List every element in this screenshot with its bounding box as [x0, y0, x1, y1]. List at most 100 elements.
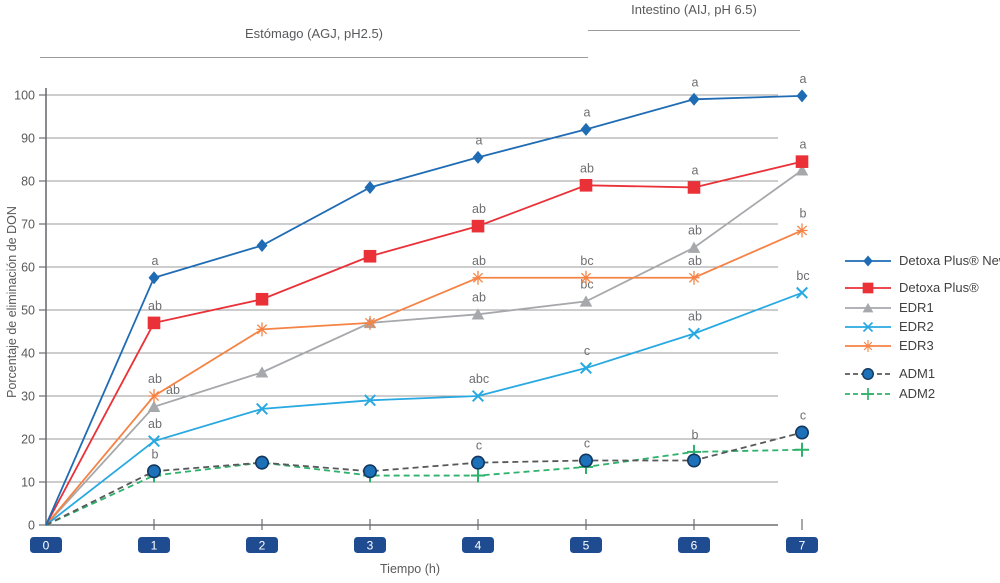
x-tick-label: 5: [583, 539, 590, 553]
significance-letter: b: [692, 428, 699, 442]
x-tick-label: 4: [475, 539, 482, 553]
x-tick-box: [354, 537, 386, 553]
series-edr3: ab ab bc ab b: [45, 206, 808, 526]
significance-letter: ab: [688, 254, 702, 268]
marker-triangle: [579, 295, 593, 307]
x-tick-box: [786, 537, 818, 553]
x-tick-label: 2: [259, 539, 266, 553]
y-tick-label: 70: [21, 218, 35, 232]
marker-triangle: [471, 308, 485, 320]
marker-circle: [471, 455, 485, 470]
legend-label: EDR1: [899, 300, 934, 315]
marker-square: [471, 219, 485, 233]
legend-swatch-detoxa-plus-new: [845, 254, 891, 267]
marker-circle: [687, 453, 701, 468]
significance-letter: bc: [796, 269, 809, 283]
y-tick-label: 80: [21, 175, 35, 189]
phase-label-stomach: Estómago (AGJ, pH2.5): [245, 26, 383, 41]
y-tick-label: 90: [21, 132, 35, 146]
significance-letter: ab: [148, 417, 162, 431]
marker-asterisk: [364, 315, 376, 330]
legend-label: Detoxa Plus® New: [899, 253, 1000, 268]
marker-x: [795, 286, 809, 299]
x-tick-box: [246, 537, 278, 553]
phase-header-intestine: Intestino (AIJ, pH 6.5): [588, 2, 800, 31]
x-tick-box: [30, 537, 62, 553]
phase-underline-stomach: [40, 57, 588, 58]
series-adm2: b: [45, 428, 809, 526]
x-tick-label: 6: [691, 539, 698, 553]
y-tick-label: 0: [28, 519, 35, 533]
significance-letter: ab: [580, 161, 594, 175]
significance-letter: ab: [472, 202, 486, 216]
significance-letter: ab: [688, 224, 702, 238]
marker-plus: [862, 387, 874, 400]
series-detoxa-plus-new: a a a a a: [45, 72, 808, 526]
marker-square: [147, 316, 161, 330]
significance-letter: c: [584, 437, 590, 451]
x-tick-label: 1: [151, 539, 158, 553]
y-tick-label: 10: [21, 476, 35, 490]
significance-letter: a: [476, 133, 483, 147]
y-tick-labels: 0 10 20 30 40 50 60 70 80 90 100: [14, 89, 46, 533]
legend-item-adm2: ADM2: [845, 384, 1000, 403]
x-tick-label: 0: [43, 539, 50, 553]
y-tick-label: 50: [21, 304, 35, 318]
legend-label: ADM1: [899, 366, 936, 381]
marker-diamond: [796, 89, 808, 103]
marker-x: [687, 327, 701, 340]
marker-x: [255, 402, 269, 415]
marker-asterisk: [863, 339, 873, 352]
marker-x: [363, 394, 377, 407]
x-tick-labels: 0 1 2 3 4 5 6 7: [30, 519, 818, 553]
legend-label: EDR2: [899, 319, 934, 334]
marker-triangle: [147, 400, 161, 412]
legend-marker-square: [862, 282, 874, 293]
series-line: [45, 448, 803, 526]
legend-marker-diamond: [863, 254, 873, 267]
legend-item-edr1: EDR1: [845, 298, 1000, 317]
marker-square: [363, 249, 377, 263]
series-line: [45, 229, 803, 526]
legend-item-edr3: EDR3: [845, 336, 1000, 355]
significance-letter: bc: [580, 254, 593, 268]
legend-marker-plus: [862, 387, 874, 400]
marker-triangle: [862, 302, 874, 312]
significance-letter: a: [800, 138, 807, 152]
marker-asterisk: [688, 270, 700, 285]
y-tick-label: 20: [21, 433, 35, 447]
significance-letter: c: [800, 409, 806, 423]
marker-plus: [795, 442, 809, 457]
phase-header-stomach: Estómago (AGJ, pH2.5): [40, 26, 588, 58]
legend-label: ADM2: [899, 386, 936, 401]
legend: Detoxa Plus® New Detoxa Plus® EDR1 EDR2 …: [845, 251, 1000, 403]
legend-item-detoxa-plus-new: Detoxa Plus® New: [845, 251, 1000, 270]
series-line: [45, 160, 803, 526]
significance-letter: a: [692, 75, 699, 89]
marker-x: [471, 389, 485, 403]
significance-letter: ab: [688, 310, 702, 324]
marker-circle: [579, 453, 593, 468]
marker-square: [687, 181, 701, 194]
legend-swatch-detoxa-plus: [845, 282, 891, 293]
marker-square: [579, 179, 593, 192]
marker-asterisk: [256, 322, 268, 337]
legend-swatch-edr3: [845, 339, 891, 352]
significance-letter: a: [584, 105, 591, 119]
legend-item-edr2: EDR2: [845, 317, 1000, 336]
series-line: [45, 291, 803, 526]
x-tick-box: [138, 537, 170, 553]
legend-item-adm1: ADM1: [845, 364, 1000, 383]
marker-circle: [363, 464, 377, 479]
marker-x: [579, 362, 593, 375]
marker-square: [862, 282, 874, 293]
legend-swatch-adm1: [845, 367, 891, 380]
marker-triangle: [255, 366, 269, 378]
significance-letter: a: [692, 163, 699, 177]
marker-diamond: [688, 92, 700, 106]
x-tick-label: 3: [367, 539, 374, 553]
x-tick-box: [570, 537, 602, 553]
